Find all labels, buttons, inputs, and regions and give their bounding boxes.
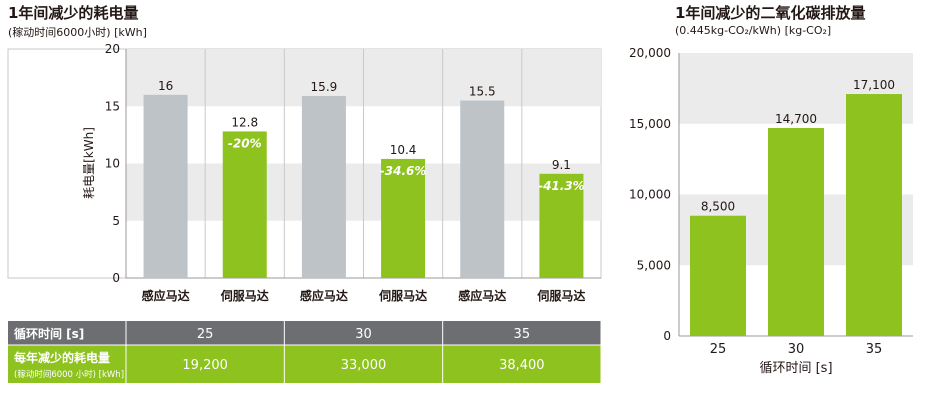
y-tick-label: 20 [105,42,120,56]
bar-induction [301,95,346,278]
table-cycle-row [8,321,601,345]
y-tick-label: 0 [663,329,671,343]
left-chart: 0 5 10 15 20 耗电量[kWh] 16 感应马达 12.8 -20% 伺服马达 15.9 感应… [7,42,602,383]
right-chart-subtitle: (0.445kg-CO₂/kWh) [kg-CO₂] [675,24,832,37]
y-tick-label: 5,000 [637,258,671,272]
y-tick-label: 5 [112,214,120,228]
bar-induction [143,94,188,278]
table-saving-value: 38,400 [499,358,545,373]
right-chart-title: 1年间减少的二氧化碳排放量 [675,4,866,22]
x-axis-title: 循环时间 [s] [759,361,832,376]
y-tick-label: 10 [105,157,120,171]
table-cycle-value: 35 [514,327,531,342]
table-saving-row [8,345,601,383]
bar-value-label: 10.4 [390,143,417,157]
x-tick-label: 25 [710,342,727,357]
y-tick-label: 15,000 [629,117,671,131]
left-chart-subtitle: (稼动时间6000小时) [kWh] [8,26,147,39]
table-saving-value: 19,200 [182,358,228,373]
x-tick-label: 35 [866,342,883,357]
x-category-label: 感应马达 [300,288,348,303]
reduction-label: -34.6% [380,164,427,178]
bar [768,127,824,337]
table-saving-value: 33,000 [341,358,387,373]
x-tick-label: 30 [788,342,805,357]
y-tick-label: 20,000 [629,46,671,60]
bar-value-label: 15.5 [469,85,496,99]
bar-value-label: 14,700 [775,112,817,126]
bar-induction [460,100,505,279]
y-tick-label: 15 [105,99,120,113]
right-chart: 0 5,000 10,000 15,000 20,000 8,500 25 14,700 30 1… [629,46,913,376]
x-category-label: 感应马达 [142,288,190,303]
x-category-label: 伺服马达 [536,288,585,303]
bar-servo [539,173,584,278]
bar [690,215,746,336]
y-tick-label: 10,000 [629,188,671,202]
reduction-label: -20% [228,136,262,150]
table-cycle-value: 30 [355,327,372,342]
x-category-label: 伺服马达 [378,288,427,303]
y-axis-title: 耗电量[kWh] [82,127,96,199]
bar-value-label: 9.1 [552,158,571,172]
bar [846,94,902,336]
bar-servo [222,131,267,278]
x-category-label: 感应马达 [458,288,506,303]
left-chart-title: 1年间减少的耗电量 [8,4,139,22]
bar-value-label: 8,500 [701,200,735,214]
y-tick-label: 0 [112,271,120,285]
bar-value-label: 16 [158,79,173,93]
bar-value-label: 12.8 [231,115,258,129]
table-cycle-header: 循环时间 [s] [14,326,84,341]
table-cycle-value: 25 [197,327,214,342]
table-saving-header: 每年减少的耗电量 [14,350,110,365]
reduction-label: -41.3% [538,179,585,193]
table-saving-subheader: (稼动时间6000 小时) [kWh] [14,369,124,380]
bar-servo [381,158,426,278]
x-category-label: 伺服马达 [220,288,269,303]
bar-value-label: 17,100 [853,78,895,92]
bar-value-label: 15.9 [311,80,338,94]
